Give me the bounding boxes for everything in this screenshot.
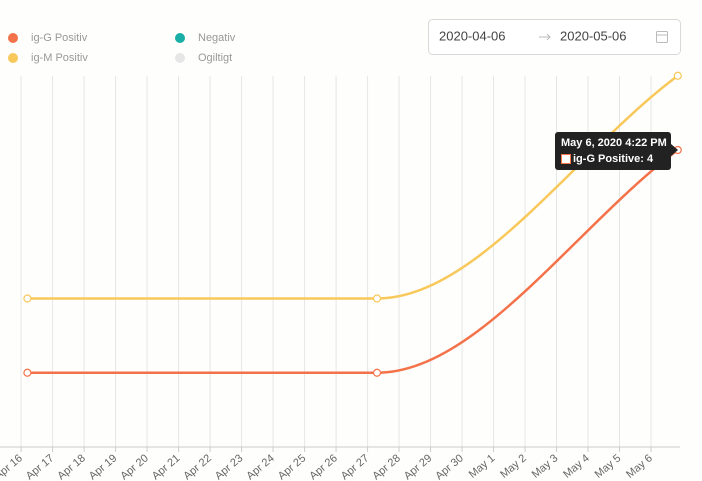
tooltip: May 6, 2020 4:22 PM ig-G Positive: 4 (555, 132, 678, 170)
date-picker-box[interactable] (428, 19, 681, 55)
x-tick-label: Apr 20 (118, 452, 151, 481)
legend-label: Negativ (198, 32, 236, 44)
x-tick-label: May 2 (498, 452, 529, 480)
point (372, 368, 382, 377)
x-tick-label: May 4 (561, 452, 592, 480)
x-tick-label: May 1 (467, 452, 498, 480)
point (372, 294, 382, 303)
x-tick-label: Apr 18 (55, 452, 88, 481)
date-end[interactable]: 2020-05-06 (560, 28, 627, 43)
tooltip-title: May 6, 2020 4:22 PM (561, 137, 667, 149)
tooltip-body: ig-G Positive: 4 (573, 153, 654, 165)
point (23, 294, 32, 303)
x-tick-label: Apr 30 (433, 452, 466, 481)
range-arrow-head (546, 33, 551, 41)
x-tick-label: Apr 17 (24, 452, 57, 481)
legend-swatch (175, 53, 185, 63)
x-tick-label: Apr 22 (181, 452, 214, 481)
x-tick-label: Apr 19 (87, 452, 120, 481)
calendar-icon[interactable] (656, 31, 668, 43)
legend-label: ig-M Positiv (31, 52, 88, 64)
x-tick-label: Apr 27 (339, 452, 372, 481)
legend: ig-G Positiv ig-M Positiv Negativ Ogiltigt (8, 32, 236, 64)
legend-swatch (8, 53, 18, 63)
date-start[interactable]: 2020-04-06 (439, 28, 506, 43)
x-tick-label: Apr 29 (402, 452, 435, 481)
point (23, 368, 32, 377)
tooltip-box (555, 132, 671, 170)
x-tick-label: Apr 26 (307, 452, 340, 481)
legend-label: ig-G Positiv (31, 32, 88, 44)
x-tick-label: Apr 16 (0, 452, 25, 481)
series-line (27, 74, 679, 300)
point (673, 71, 682, 80)
x-tick-label: Apr 21 (150, 452, 183, 481)
legend-swatch (8, 33, 18, 43)
x-tick-label: Apr 28 (370, 452, 403, 481)
tooltip-swatch (561, 154, 571, 164)
legend-swatch (175, 33, 185, 43)
x-tick-label: Apr 25 (276, 452, 309, 481)
x-tick-label: Apr 23 (213, 452, 246, 481)
x-tick-label: May 5 (593, 452, 624, 480)
tooltip-caret (671, 144, 678, 156)
x-tick-label: May 3 (530, 452, 561, 480)
x-tick-label: May 6 (624, 452, 655, 480)
x-tick-label: Apr 24 (244, 452, 277, 481)
legend-label: Ogiltigt (198, 52, 232, 64)
date-picker[interactable]: 2020-04-06 2020-05-06 (428, 19, 681, 55)
series-line (27, 148, 679, 375)
